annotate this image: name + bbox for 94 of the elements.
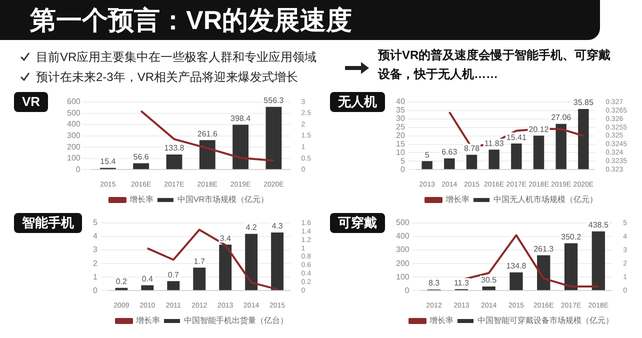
bar <box>166 154 182 170</box>
data-label: 398.4 <box>230 114 252 123</box>
text: 目前VR应用主要集中在一些极客人群和专业应用领域 <box>36 50 317 64</box>
y-tick-label: 20 <box>396 131 406 140</box>
y-tick-label: 2 <box>92 258 98 268</box>
legend-label: 中国智能可穿戴设备市场规模（亿元） <box>478 316 614 326</box>
data-label: 15.4 <box>100 157 116 166</box>
bar <box>444 158 455 170</box>
bar <box>533 136 544 170</box>
y-tick-label: 300 <box>396 245 410 254</box>
data-label: 30.5 <box>481 276 498 285</box>
bar <box>271 232 284 290</box>
bar <box>578 109 589 170</box>
legend-label: 增长率 <box>128 195 154 204</box>
y-tick-label: 600 <box>66 97 81 106</box>
bar <box>564 243 578 290</box>
data-label: 6.63 <box>442 148 458 157</box>
y-tick-label: 100 <box>396 272 410 282</box>
data-label: 8.3 <box>428 278 440 288</box>
legend-label: 中国VR市场规模（亿元） <box>177 195 269 204</box>
y-tick-label: 5 <box>92 218 98 228</box>
bar <box>466 154 478 170</box>
y-tick-label: 0 <box>76 164 81 174</box>
legend-label: 增长率 <box>135 316 160 326</box>
y-tick-label: 200 <box>66 142 81 152</box>
bar <box>422 161 432 170</box>
bar <box>141 285 154 290</box>
chart-title: 智能手机 <box>14 213 82 233</box>
y-tick-label: 3 <box>92 245 98 254</box>
bar <box>193 268 206 290</box>
legend-label: 增长率 <box>428 316 454 326</box>
legend-label: 中国无人机市场规模（亿元） <box>494 195 598 204</box>
y-tick-label: 40 <box>396 97 406 106</box>
y-tick-label: 10 <box>396 148 406 157</box>
bar <box>537 255 550 290</box>
bar <box>592 231 605 290</box>
y-tick-label: 100 <box>66 154 81 163</box>
y-tick-label: 0 <box>92 286 98 295</box>
y-tick-label: 4 <box>92 232 98 241</box>
y-tick-label: 0 <box>400 164 406 174</box>
text: 预计在未来2-3年，VR相关产品将迎来爆发式增长 <box>36 70 298 84</box>
bar <box>232 124 248 170</box>
y-tick-label: 25 <box>396 122 406 132</box>
y-tick-label: 30 <box>396 114 406 124</box>
bar <box>167 281 180 290</box>
data-label: 27.06 <box>551 113 572 122</box>
bar <box>199 140 216 170</box>
bar <box>511 144 522 170</box>
data-label: 56.6 <box>133 152 150 162</box>
data-label: 0.2 <box>116 277 128 286</box>
y-tick-label: 0 <box>404 286 410 295</box>
data-label: 4.2 <box>246 223 258 232</box>
y-tick-label: 35 <box>396 106 406 115</box>
y-tick-label: 5 <box>400 156 406 166</box>
legend-label: 增长率 <box>444 195 470 204</box>
bar <box>219 244 232 290</box>
bar <box>245 234 258 290</box>
data-label: 438.5 <box>588 220 609 230</box>
y-tick-label: 400 <box>66 120 81 129</box>
data-label: 134.8 <box>506 262 527 271</box>
y-tick-label: 500 <box>66 108 81 118</box>
chart-title: 可穿戴 <box>330 213 385 233</box>
data-label: 556.3 <box>264 96 284 106</box>
data-label: 133.8 <box>164 144 185 153</box>
bar <box>488 150 500 170</box>
data-label: 0.7 <box>168 270 180 280</box>
data-label: 261.6 <box>197 129 218 138</box>
text: 第一个预言：VR的发展速度 <box>0 0 600 40</box>
y-tick-label: 400 <box>396 232 410 241</box>
data-label: 4.3 <box>272 222 284 231</box>
chart-title: 无人机 <box>330 92 385 112</box>
data-label: 11.3 <box>454 278 470 288</box>
data-label: 15.41 <box>506 132 527 142</box>
data-label: 35.85 <box>573 98 594 108</box>
y-tick-label: 15 <box>396 139 406 148</box>
bar <box>556 124 566 170</box>
bar <box>115 288 128 290</box>
legend-label: 中国智能手机出货量（亿台） <box>184 316 288 326</box>
text: 预计VR的普及速度会慢于智能手机、可穿戴设备，快于无人机…… <box>378 47 612 83</box>
bar <box>266 106 282 170</box>
data-label: 1.7 <box>194 256 206 266</box>
data-label: 5 <box>424 150 430 160</box>
data-label: 350.2 <box>561 232 582 242</box>
bar <box>133 163 150 170</box>
bar <box>510 272 523 290</box>
data-label: 261.3 <box>534 244 554 254</box>
bar <box>482 286 496 290</box>
data-label: 0.4 <box>142 274 154 284</box>
y-tick-label: 200 <box>396 258 410 268</box>
y-tick-label: 500 <box>396 218 410 228</box>
y-tick-label: 300 <box>66 131 81 140</box>
y-tick-label: 1 <box>92 272 98 282</box>
chart-title: VR <box>14 92 48 112</box>
data-label: 3.4 <box>220 234 232 243</box>
